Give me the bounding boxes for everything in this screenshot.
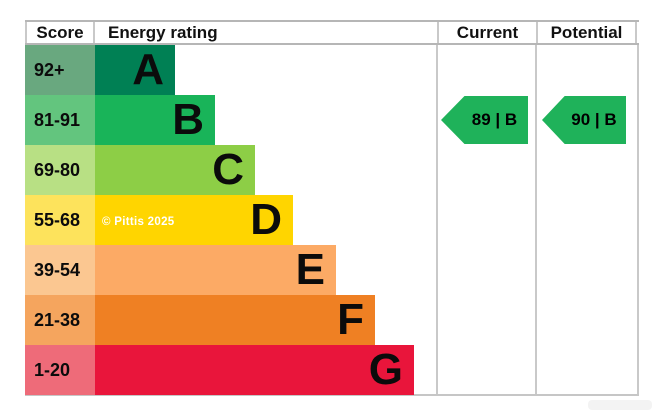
score-range-d: 55-68 (25, 195, 95, 245)
rating-bar-b: B (95, 95, 215, 145)
header-energy-rating: Energy rating (108, 22, 218, 42)
rating-bar-e: E (95, 245, 336, 295)
score-range-g: 1-20 (25, 345, 95, 395)
band-row-d: 55-68 D (25, 195, 639, 245)
band-row-c: 69-80 C (25, 145, 639, 195)
band-letter-f: F (337, 295, 364, 344)
rating-bands: 92+ A 81-91 B 69-80 C 55-68 D 39-54 E 21… (25, 45, 639, 395)
current-rating-value: 89 | B (471, 110, 518, 129)
band-row-g: 1-20 G (25, 345, 639, 395)
divider-potential-column (535, 45, 537, 396)
band-row-e: 39-54 E (25, 245, 639, 295)
rating-bar-d: D (95, 195, 293, 245)
rating-bar-g: G (95, 345, 414, 395)
table-right-border (637, 45, 639, 396)
band-letter-c: C (212, 145, 244, 194)
band-letter-b: B (172, 95, 204, 144)
rating-bar-c: C (95, 145, 255, 195)
score-range-c: 69-80 (25, 145, 95, 195)
copyright-watermark: © Pittis 2025 (102, 216, 175, 228)
table-header: Score Energy rating Current Potential (25, 20, 639, 45)
band-row-a: 92+ A (25, 45, 639, 95)
header-current: Current (437, 22, 536, 43)
score-range-a: 92+ (25, 45, 95, 95)
potential-rating-value: 90 | B (571, 110, 617, 129)
rating-bar-a: A (95, 45, 175, 95)
score-range-e: 39-54 (25, 245, 95, 295)
band-letter-g: G (368, 345, 403, 394)
header-score: Score (25, 22, 95, 43)
bottom-right-watermark (588, 400, 652, 410)
score-range-f: 21-38 (25, 295, 95, 345)
band-letter-d: D (250, 195, 282, 244)
band-letter-e: E (295, 245, 325, 294)
table-bottom-border (25, 394, 639, 396)
band-row-b: 81-91 B (25, 95, 639, 145)
band-letter-a: A (132, 45, 164, 94)
band-row-f: 21-38 F (25, 295, 639, 345)
score-range-b: 81-91 (25, 95, 95, 145)
divider-current-column (436, 45, 438, 396)
rating-bar-f: F (95, 295, 375, 345)
header-potential: Potential (536, 22, 637, 43)
